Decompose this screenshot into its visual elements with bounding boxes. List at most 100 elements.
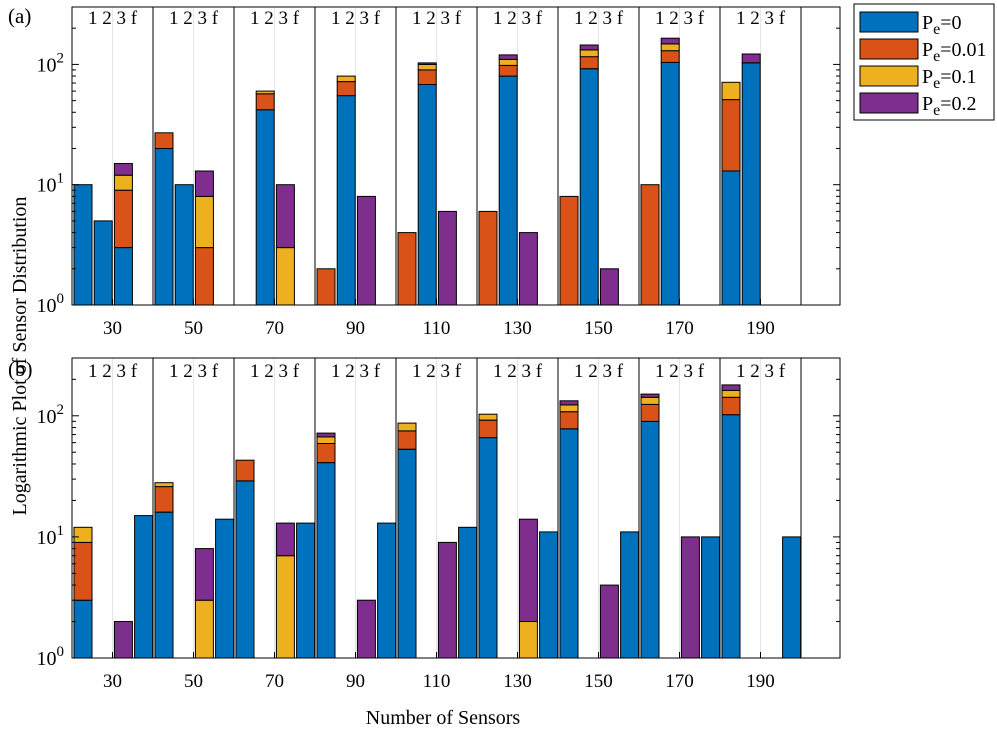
bar-segment-pe-0: [397, 448, 417, 659]
slot-labels: 1 2 3 f: [250, 8, 300, 29]
x-tick-label: 170: [665, 318, 694, 339]
legend-entry-label: Pe=0.01: [922, 39, 987, 65]
bar-segment-pe-0-01: [721, 396, 741, 416]
bar-segment-pe-0-01: [478, 210, 498, 306]
bar-segment-pe-0-1: [579, 49, 599, 58]
x-tick-label: 190: [746, 318, 775, 339]
bar-segment-pe-0-1: [73, 526, 93, 543]
bar-segment-pe-0-2: [660, 37, 680, 45]
bar-segment-pe-0: [721, 414, 741, 659]
bar-segment-pe-0: [73, 184, 93, 306]
bar-segment-pe-0: [235, 480, 255, 659]
slot-labels: 1 2 3 f: [493, 361, 543, 382]
bar-segment-pe-0-2: [316, 432, 336, 438]
bar-segment-pe-0-1: [194, 599, 214, 659]
bar-segment-pe-0-1: [255, 90, 275, 95]
bar-segment-pe-0: [559, 428, 579, 659]
bar-segment-pe-0: [539, 531, 559, 659]
bar-segment-pe-0-1: [559, 404, 579, 413]
slot-labels: 1 2 3 f: [655, 361, 705, 382]
panel-a: 1 2 3 f 1 2 3 f 1 2 3 f 1 2 3 f 1 2 3 f 1 2 3…: [8, 4, 841, 339]
bar-segment-pe-0: [154, 511, 174, 659]
bar-segment-pe-0-01: [113, 189, 133, 249]
bar-segment-pe-0-2: [437, 541, 457, 659]
bar-segment-pe-0-2: [275, 522, 295, 557]
bar-segment-pe-0: [316, 462, 336, 659]
bar-segment-pe-0-01: [397, 430, 417, 450]
bar-segment-pe-0-2: [113, 621, 133, 659]
legend-entry-label: Pe=0.2: [922, 93, 977, 119]
bar-segment-pe-0: [498, 75, 518, 306]
bar-segment-pe-0-2: [559, 400, 579, 406]
y-tick-label: 101: [37, 523, 65, 549]
panel-label: (b): [8, 357, 33, 381]
bar-segment-pe-0: [154, 148, 174, 306]
bar-segment-pe-0: [296, 522, 316, 659]
legend-swatch: [859, 65, 919, 87]
bar-segment-pe-0-1: [640, 396, 660, 405]
legend-swatch: [859, 38, 919, 60]
x-tick-label: 50: [184, 318, 203, 339]
bar-segment-pe-0-2: [741, 53, 761, 64]
bar-segment-pe-0: [701, 536, 721, 659]
bar-segment-pe-0-1: [316, 436, 336, 444]
bar-segment-pe-0: [73, 599, 93, 659]
bar-segment-pe-0: [579, 68, 599, 306]
bar-segment-pe-0-2: [194, 170, 214, 197]
y-tick-label: 101: [37, 171, 65, 197]
bar-segment-pe-0: [660, 61, 680, 306]
bar-segment-pe-0-2: [194, 548, 214, 601]
bar-segment-pe-0-1: [721, 389, 741, 398]
bar-segment-pe-0: [721, 170, 741, 306]
bar-segment-pe-0-01: [640, 404, 660, 422]
bar-segment-pe-0: [478, 437, 498, 659]
slot-labels: 1 2 3 f: [331, 361, 381, 382]
bar-segment-pe-0-01: [316, 443, 336, 464]
x-tick-label: 30: [103, 318, 122, 339]
slot-labels: 1 2 3 f: [412, 8, 462, 29]
x-tick-label: 150: [584, 318, 613, 339]
slot-labels: 1 2 3 f: [736, 361, 786, 382]
slot-labels: 1 2 3 f: [412, 361, 462, 382]
slot-labels: 1 2 3 f: [88, 8, 138, 29]
bar-segment-pe-0-1: [336, 75, 356, 83]
slot-labels: 1 2 3 f: [169, 361, 219, 382]
bar-segment-pe-0-2: [356, 599, 376, 659]
bar-segment-pe-0-1: [275, 247, 295, 306]
bar-segment-pe-0-1: [417, 63, 437, 71]
bar-segment-pe-0: [134, 515, 154, 659]
bar-segment-pe-0-2: [498, 54, 518, 60]
slot-labels: 1 2 3 f: [493, 8, 543, 29]
slot-labels: 1 2 3 f: [655, 8, 705, 29]
bar-segment-pe-0-01: [73, 541, 93, 601]
bar-segment-pe-0: [93, 220, 113, 306]
bar-segment-pe-0-1: [154, 482, 174, 488]
legend-swatch: [859, 11, 919, 33]
bar-segment-pe-0: [458, 526, 478, 659]
axes-frame: [71, 6, 841, 306]
slot-labels: 1 2 3 f: [574, 8, 624, 29]
x-tick-label: 50: [184, 671, 203, 692]
y-tick-label: 100: [37, 644, 65, 670]
bar-segment-pe-0-01: [417, 69, 437, 86]
bar-segment-pe-0-1: [478, 413, 498, 421]
slot-labels: 1 2 3 f: [331, 8, 381, 29]
bar-segment-pe-0-01: [559, 195, 579, 306]
bar-segment-pe-0-2: [437, 210, 457, 306]
bar-segment-pe-0-01: [255, 93, 275, 111]
x-tick-label: 110: [423, 671, 451, 692]
bar-segment-pe-0: [255, 109, 275, 306]
y-tick-label: 102: [37, 402, 65, 428]
y-tick-label: 102: [37, 50, 65, 76]
legend-swatch: [859, 92, 919, 114]
slot-labels: 1 2 3 f: [574, 361, 624, 382]
bar-segment-pe-0: [640, 420, 660, 659]
bar-segment-pe-0-01: [154, 132, 174, 150]
bar-segment-pe-0-01: [559, 411, 579, 430]
legend-entry-label: Pe=0.1: [922, 66, 977, 92]
bar-segment-pe-0: [336, 95, 356, 306]
bar-segment-pe-0-01: [498, 65, 518, 77]
bar-segment-pe-0-01: [235, 459, 255, 482]
